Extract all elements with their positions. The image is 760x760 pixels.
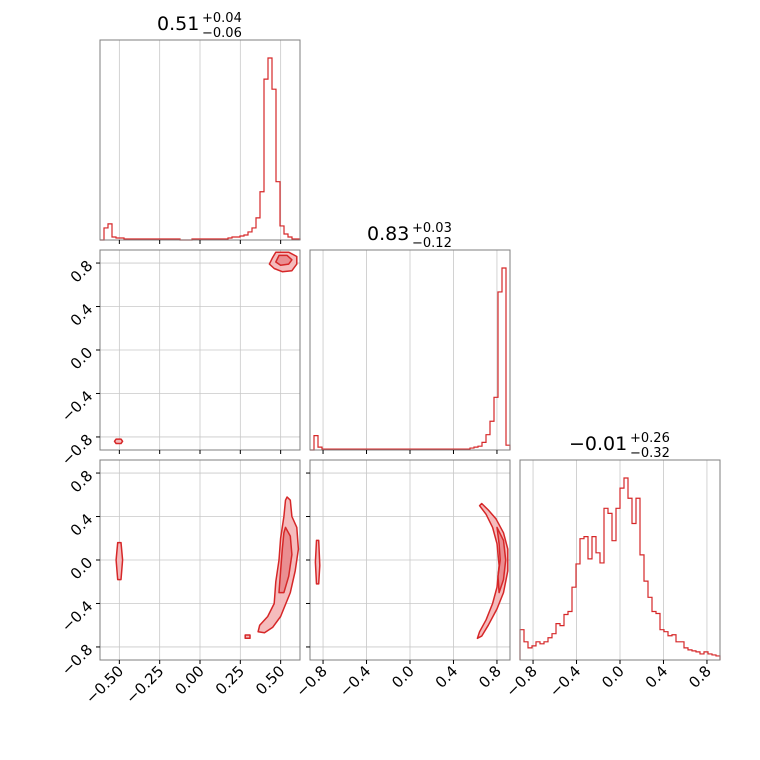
title-param-2-plus: +0.26 [630, 431, 670, 446]
y-tick-label: 0.8 [67, 257, 97, 287]
title-main: 0.51 [157, 13, 199, 35]
x-tick-label: −0.8 [292, 662, 330, 700]
title-main: −0.01 [569, 433, 627, 455]
title-param-0: 0.51 [157, 13, 199, 35]
histogram-line [519, 477, 721, 660]
x-tick-label: 0.4 [432, 662, 462, 692]
y-tick-label: 0.0 [67, 344, 97, 374]
histogram-line [100, 57, 301, 241]
x-tick-label: 0.25 [212, 662, 248, 698]
x-tick-label: 0.0 [388, 662, 418, 692]
parameter-titles: 0.51 +0.04 −0.06 0.83 +0.03 −0.12 −0.01 … [157, 11, 670, 461]
y-tick-label: 0.0 [67, 554, 97, 584]
contour-panel-1-2: −0.8 −0.4 0.0 0.4 0.8 [292, 459, 511, 701]
histogram-panel-2: −0.8 −0.4 0.0 0.4 0.8 [502, 459, 721, 701]
x-tick-label: −0.8 [502, 662, 540, 700]
histogram-panel-1 [309, 249, 511, 454]
title-main: 0.83 [367, 223, 409, 245]
x-tick-label: −0.50 [82, 662, 127, 707]
x-tick-label: 0.8 [475, 662, 505, 692]
x-tick-label: 0.0 [598, 662, 628, 692]
y-tick-label: −0.4 [58, 597, 96, 635]
y-tick-label: −0.4 [58, 387, 96, 425]
title-param-1-minus: −0.12 [412, 236, 452, 251]
contour-region [496, 526, 507, 594]
contour-panel-0-1: −0.8 −0.4 0.0 0.4 0.8 [58, 249, 301, 469]
title-param-2-minus: −0.32 [630, 446, 670, 461]
y-tick-label: −0.8 [58, 431, 96, 469]
contour-region [115, 541, 124, 581]
contour-region [257, 496, 300, 634]
title-param-0-plus: +0.04 [202, 11, 242, 26]
y-tick-label: −0.8 [58, 641, 96, 679]
contour-region [275, 254, 293, 266]
x-tick-label: 0.50 [252, 662, 288, 698]
x-tick-label: −0.4 [546, 662, 584, 700]
contour-region [314, 539, 321, 585]
title-param-1: 0.83 [367, 223, 409, 245]
x-tick-label: 0.8 [685, 662, 715, 692]
contour-region [278, 526, 293, 594]
y-tick-label: 0.4 [67, 300, 97, 330]
x-tick-label: −0.4 [336, 662, 374, 700]
y-tick-label: 0.8 [67, 467, 97, 497]
contour-region [113, 438, 124, 445]
y-tick-label: 0.4 [67, 510, 97, 540]
contour-panel-0-2: −0.50−0.25 0.00 0.25 0.50 −0.8 −0.4 0.0 0.4 0.8 [58, 459, 301, 707]
title-param-0-minus: −0.06 [202, 26, 242, 41]
x-tick-label: 0.00 [171, 662, 207, 698]
panels: −0.8 −0.4 0.0 0.4 0.8−0.8−0.40.00.40.8−0.50−… [58, 39, 721, 707]
title-param-2: −0.01 [569, 433, 627, 455]
histogram-panel-0 [99, 39, 301, 244]
x-tick-label: 0.4 [642, 662, 672, 692]
contour-region [244, 634, 251, 640]
title-param-1-plus: +0.03 [412, 221, 452, 236]
histogram-line [310, 267, 511, 451]
x-tick-label: −0.25 [122, 662, 167, 707]
